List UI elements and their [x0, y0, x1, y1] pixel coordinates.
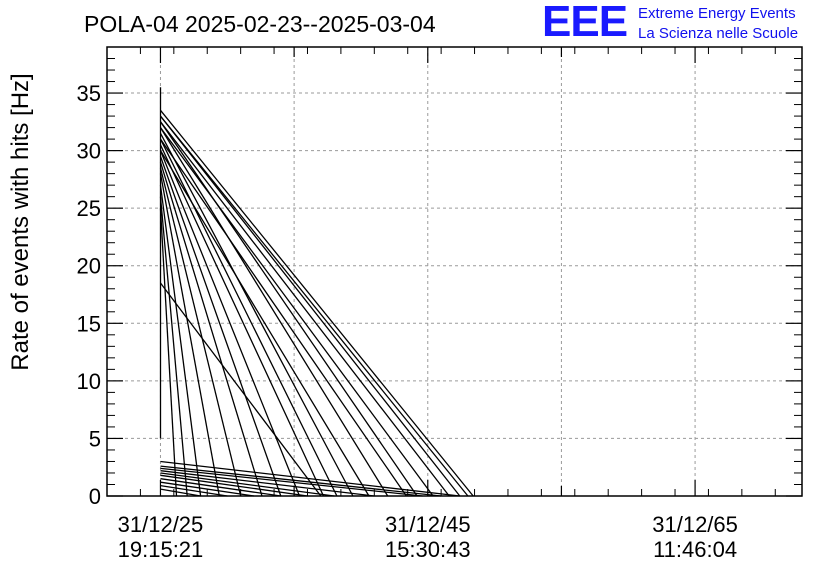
x-tick-label-time: 11:46:04	[653, 537, 737, 562]
series-line-23	[160, 465, 442, 497]
x-tick-label-date: 31/12/65	[652, 512, 738, 537]
series-line-6	[159, 132, 354, 497]
y-axis-label: Rate of events with hits [Hz]	[7, 73, 34, 370]
series-line-16	[159, 208, 178, 497]
series-line-24	[160, 467, 423, 497]
series-line-15	[159, 196, 188, 497]
series-line-12	[159, 167, 242, 497]
series-line-30	[160, 484, 228, 497]
y-tick-label: 0	[89, 484, 101, 509]
plot-frame	[106, 46, 803, 497]
series-line-2	[159, 115, 469, 497]
series-line-27	[160, 474, 308, 497]
logo-mark: EEE	[542, 0, 628, 46]
series-line-31	[160, 488, 201, 497]
y-tick-label: 25	[77, 196, 101, 221]
series-line-26	[160, 472, 335, 497]
x-tick-label-date: 31/12/25	[118, 512, 204, 537]
x-tick-label-time: 15:30:43	[385, 537, 471, 562]
series-line-9	[159, 150, 301, 497]
series-line-11	[159, 161, 263, 497]
series-line-4	[159, 127, 434, 497]
x-tick-label-date: 31/12/45	[385, 512, 471, 537]
y-tick-label: 20	[77, 254, 101, 279]
series-line-17	[159, 150, 370, 497]
series-line-21	[159, 282, 322, 497]
series-line-3	[159, 121, 450, 497]
series-line-22	[160, 460, 460, 497]
y-tick-labels: 0 5 10 15 20 25 30 35	[77, 81, 101, 509]
axis-ticks	[107, 47, 802, 497]
x-tick-label-time: 19:15:21	[118, 537, 204, 562]
eee-logo: EEE Extreme Energy Events La Scienza nel…	[542, 0, 832, 46]
series-line-5	[159, 127, 389, 497]
y-tick-label: 35	[77, 81, 101, 106]
series-line-13	[159, 173, 220, 497]
series-line-1	[159, 109, 474, 497]
logo-line-1: Extreme Energy Events	[638, 5, 796, 22]
series-line-20	[159, 115, 461, 497]
grid-lines	[107, 47, 802, 496]
y-tick-label: 5	[89, 426, 101, 451]
series-line-8	[159, 144, 325, 497]
y-tick-label: 15	[77, 311, 101, 336]
chart-title: POLA-04 2025-02-23--2025-03-04	[84, 11, 436, 37]
series-line-18	[159, 138, 407, 497]
series-line-14	[159, 185, 202, 497]
series-line-10	[159, 156, 282, 497]
data-series	[159, 87, 474, 497]
series-line-28	[160, 478, 281, 497]
series-line-19	[159, 121, 418, 497]
y-tick-label: 30	[77, 139, 101, 164]
series-line-25	[160, 470, 375, 497]
y-tick-label: 10	[77, 369, 101, 394]
logo-line-2: La Scienza nelle Scuole	[638, 25, 799, 42]
